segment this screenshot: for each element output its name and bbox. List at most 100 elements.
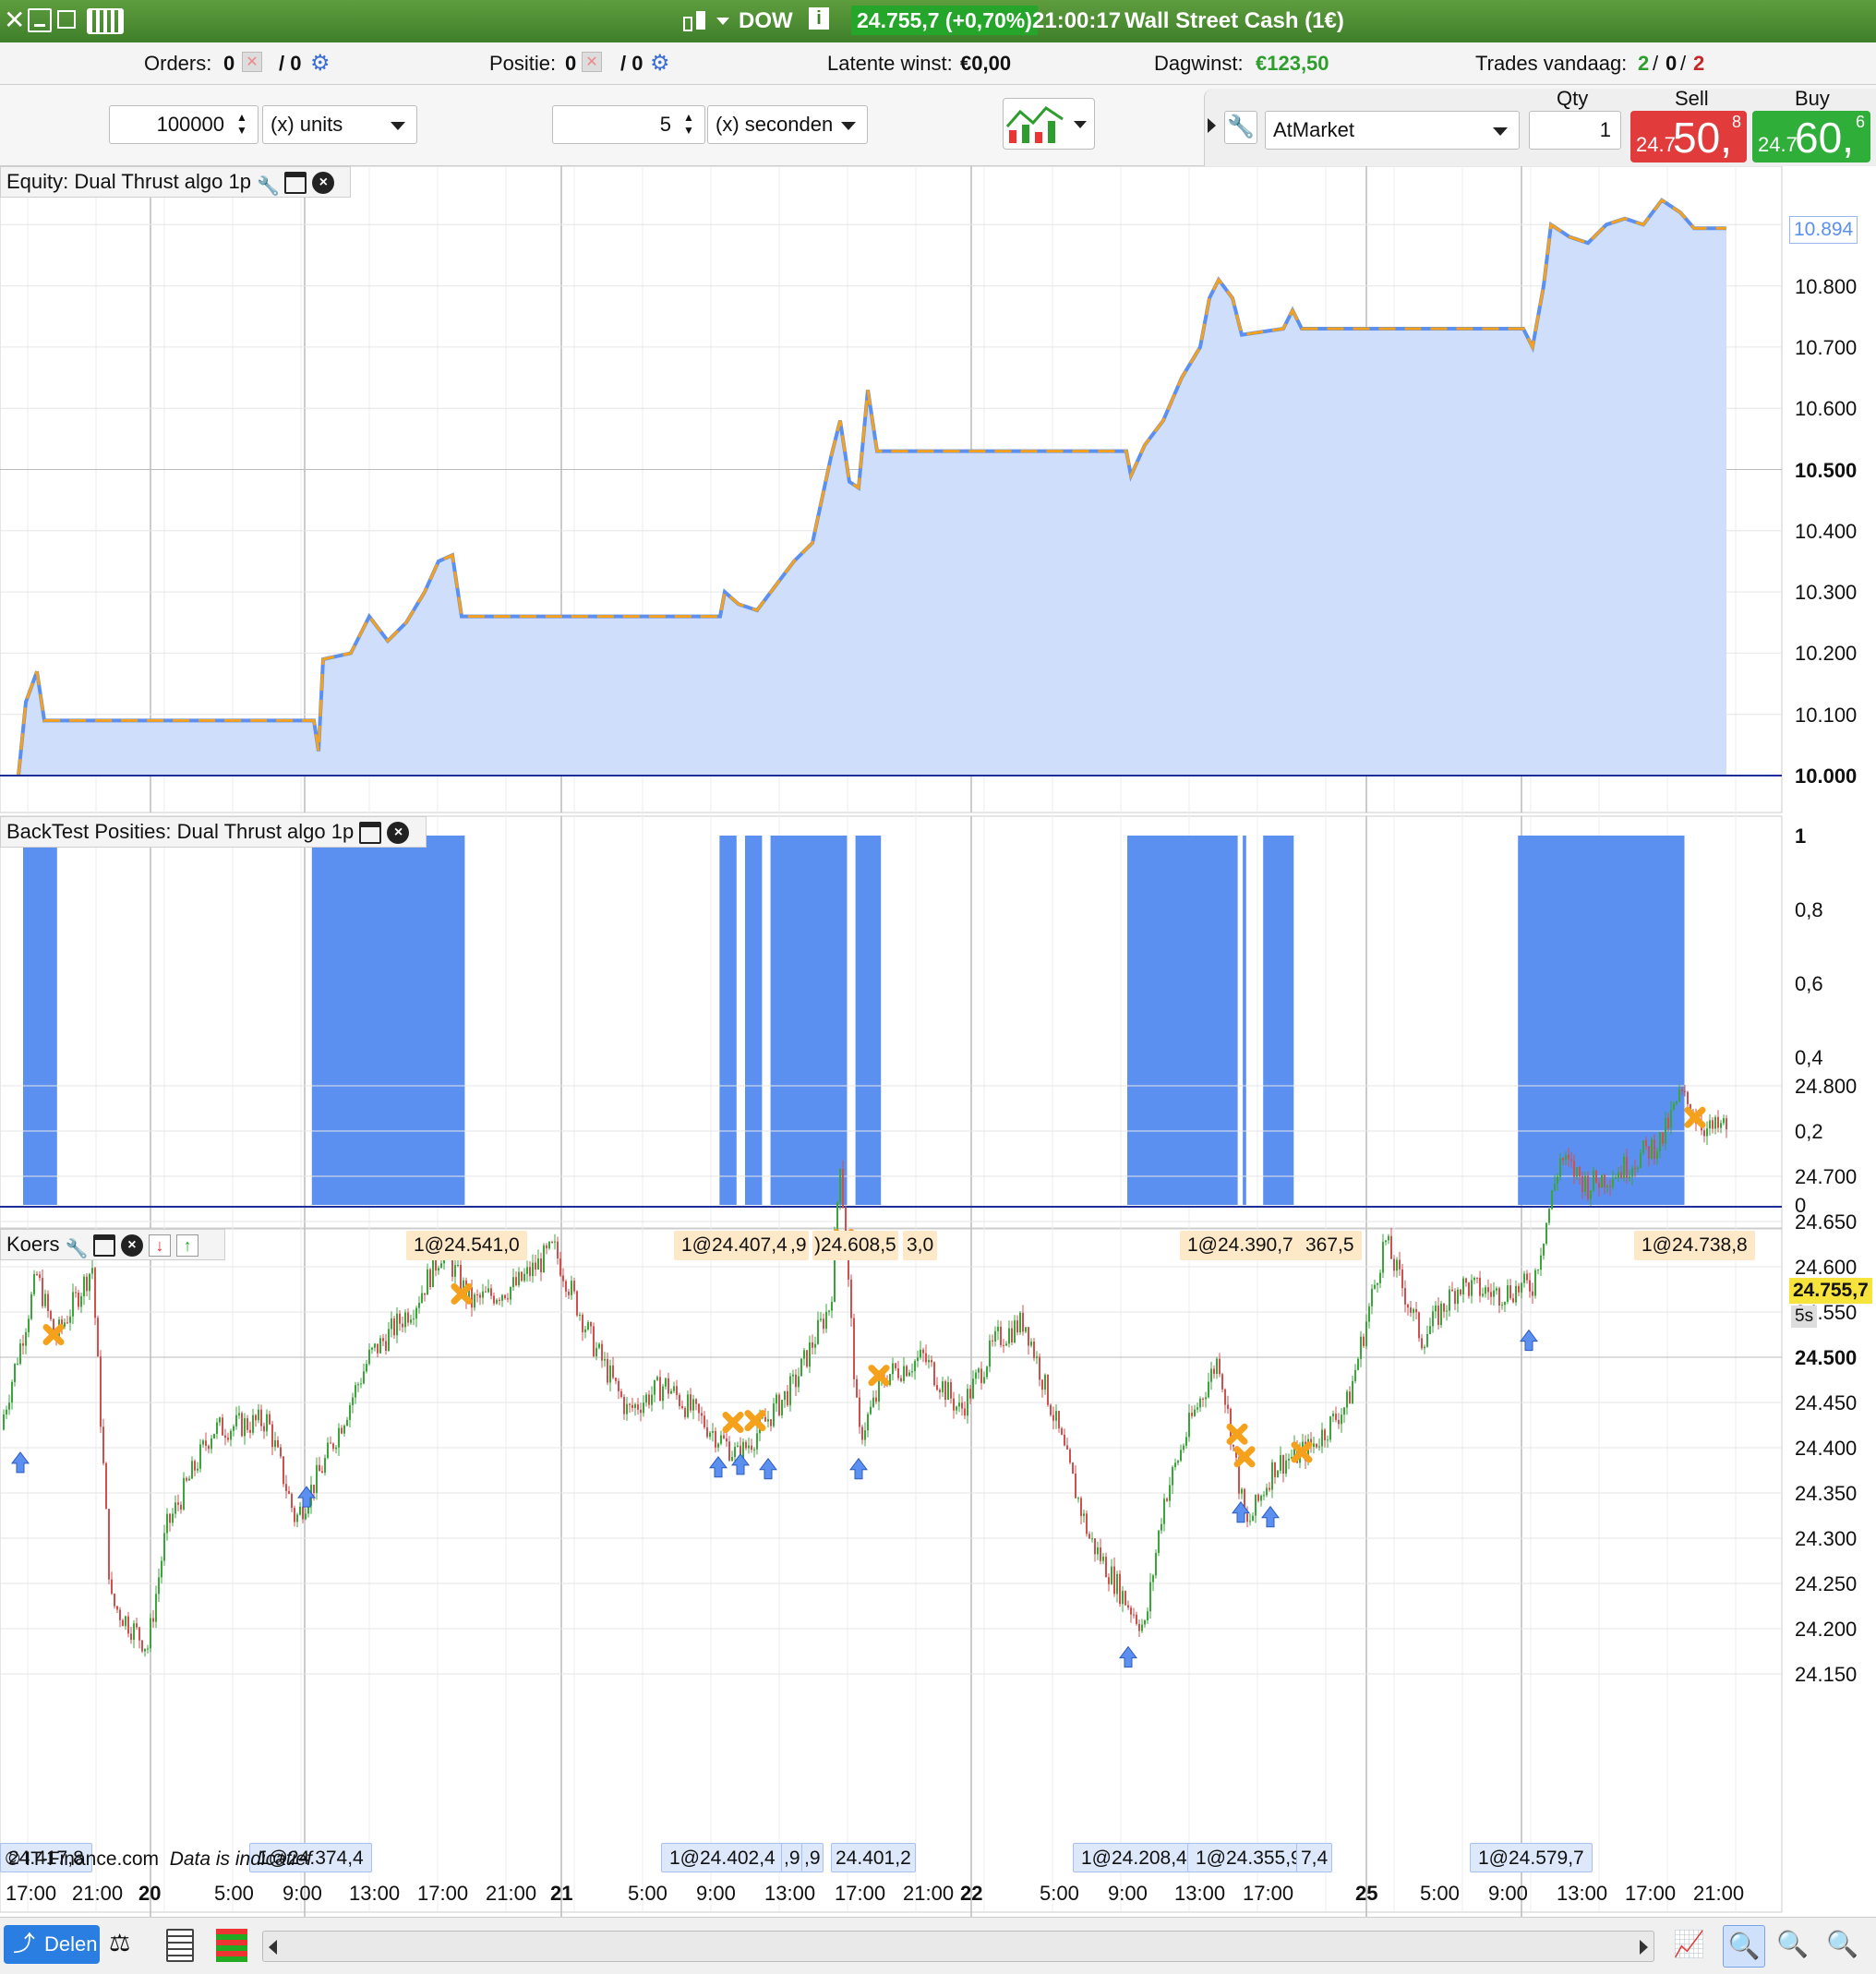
candle — [274, 1439, 276, 1448]
candle — [1091, 1538, 1093, 1540]
candle — [856, 1378, 858, 1398]
horizontal-scrollbar[interactable] — [262, 1931, 1654, 1962]
trade-label[interactable]: 1@24.402,4 — [661, 1843, 784, 1872]
candle — [39, 1274, 41, 1279]
zoom-auto-icon[interactable]: 🔍 — [1723, 1925, 1765, 1968]
candle — [1462, 1278, 1464, 1295]
trade-label[interactable]: 24.401,2 — [831, 1843, 916, 1872]
order-type-select[interactable]: AtMarket — [1265, 111, 1520, 150]
time-axis-tick: 17:00 — [835, 1882, 886, 1905]
trade-label[interactable]: )24.608,5 — [812, 1231, 898, 1260]
trade-label[interactable]: 24.417,8 — [0, 1843, 92, 1872]
close-icon[interactable]: × — [312, 172, 335, 195]
candle — [1512, 1298, 1514, 1303]
chevron-down-icon[interactable] — [716, 18, 729, 25]
sell-button[interactable]: 24.7 50, 8 — [1630, 111, 1747, 162]
chart-area[interactable] — [0, 166, 1876, 1917]
trade-label[interactable]: 1@24.407,4 — [674, 1231, 795, 1260]
window-icon[interactable] — [284, 172, 307, 195]
candle — [1529, 1280, 1531, 1292]
window-icon[interactable] — [92, 1234, 115, 1258]
candle — [83, 1276, 85, 1296]
trade-label[interactable]: ,9 — [781, 1843, 803, 1872]
candle — [1069, 1449, 1071, 1463]
candle — [1507, 1285, 1509, 1302]
keyboard-icon[interactable] — [87, 8, 124, 34]
maximize-icon[interactable] — [57, 10, 76, 29]
orderbook-icon[interactable] — [216, 1929, 247, 1962]
buy-arrow-marker — [11, 1451, 30, 1474]
instrument-name[interactable]: DOW — [739, 8, 793, 33]
candle — [6, 1409, 7, 1415]
list-icon[interactable] — [166, 1929, 194, 1962]
trade-label[interactable]: 7,4 — [1296, 1843, 1333, 1872]
wrench-icon[interactable]: 🔧 — [257, 176, 280, 198]
buy-button[interactable]: 24.7 60, 6 — [1752, 111, 1870, 162]
candle — [255, 1414, 257, 1421]
trade-label[interactable]: 1@24.390,7 — [1180, 1231, 1301, 1260]
candle — [138, 1627, 140, 1641]
trades-sep: / — [1680, 52, 1687, 75]
candle — [1019, 1312, 1021, 1333]
candle — [299, 1506, 301, 1515]
qty-input[interactable]: 1 — [1529, 111, 1621, 150]
close-positions-icon[interactable]: ✕ — [582, 52, 602, 72]
trade-label[interactable]: 367,5 — [1298, 1231, 1362, 1260]
chart-settings-icon[interactable]: 📈 — [1673, 1930, 1705, 1958]
candle — [1407, 1304, 1409, 1308]
seconds-select[interactable]: (x) seconden — [707, 105, 868, 144]
window-icon[interactable] — [359, 822, 382, 845]
gear-icon[interactable]: ⚙ — [650, 51, 670, 76]
stepper-icon[interactable]: ▲ ▼ — [236, 111, 247, 137]
trade-label[interactable]: ,9 — [788, 1231, 809, 1260]
trade-label[interactable]: 1@24.355,9 — [1187, 1843, 1310, 1872]
candle — [1166, 1499, 1168, 1501]
info-icon[interactable]: i — [809, 7, 829, 30]
exit-marker — [1684, 1106, 1706, 1128]
units-input[interactable]: 100000 — [109, 105, 259, 144]
candle — [393, 1318, 395, 1336]
candle — [515, 1277, 517, 1285]
share-button[interactable]: ⤴ Delen — [4, 1925, 100, 1964]
koers-panel-header: Koers 🔧 × ↓ ↑ — [0, 1229, 225, 1260]
seconds-input[interactable]: 5 — [552, 105, 705, 144]
trade-label[interactable]: 1@24.208,4 — [1073, 1843, 1196, 1872]
zoom-in-icon[interactable]: 🔍 — [1826, 1930, 1858, 1958]
cancel-orders-icon[interactable]: ✕ — [242, 52, 262, 72]
trade-label[interactable]: 1@24.374,4 — [249, 1843, 372, 1872]
units-select[interactable]: (x) units — [262, 105, 417, 144]
trade-label[interactable]: ,9 — [801, 1843, 824, 1872]
move-up-icon[interactable]: ↑ — [176, 1234, 199, 1258]
candle — [892, 1363, 894, 1375]
candle — [307, 1506, 309, 1514]
minimize-icon[interactable] — [28, 8, 52, 32]
candlestick-icon[interactable] — [681, 9, 711, 35]
candle — [30, 1294, 32, 1319]
gear-icon[interactable]: ⚙ — [310, 51, 331, 76]
close-icon[interactable]: ✕ — [4, 6, 26, 34]
stepper-icon[interactable]: ▲ ▼ — [683, 111, 694, 137]
close-icon[interactable]: × — [120, 1234, 143, 1258]
candle — [914, 1360, 916, 1372]
candle — [623, 1397, 625, 1414]
candle — [942, 1381, 944, 1392]
candle — [582, 1314, 583, 1332]
candle — [1360, 1336, 1362, 1359]
close-icon[interactable]: × — [387, 822, 410, 845]
zoom-out-icon[interactable]: 🔍 — [1776, 1930, 1809, 1958]
strategy-chart-button[interactable] — [1003, 98, 1095, 150]
trade-label[interactable]: 1@24.541,0 — [406, 1231, 527, 1260]
move-down-icon[interactable]: ↓ — [148, 1234, 171, 1258]
candle — [1005, 1343, 1007, 1346]
trade-label[interactable]: 3,0 — [903, 1231, 938, 1260]
candle — [75, 1292, 77, 1294]
candle-type-icon[interactable]: ⚖ — [109, 1929, 131, 1956]
candle — [283, 1456, 284, 1485]
equity-axis-tick: 10.800 — [1795, 274, 1858, 298]
chevron-right-icon[interactable] — [1208, 118, 1216, 133]
trade-label[interactable]: 1@24.738,8 — [1634, 1231, 1755, 1260]
wrench-icon[interactable]: 🔧 — [65, 1239, 89, 1260]
trade-label[interactable]: 1@24.579,7 — [1470, 1843, 1593, 1872]
candle — [1485, 1287, 1486, 1294]
wrench-icon[interactable]: 🔧 — [1224, 111, 1257, 144]
